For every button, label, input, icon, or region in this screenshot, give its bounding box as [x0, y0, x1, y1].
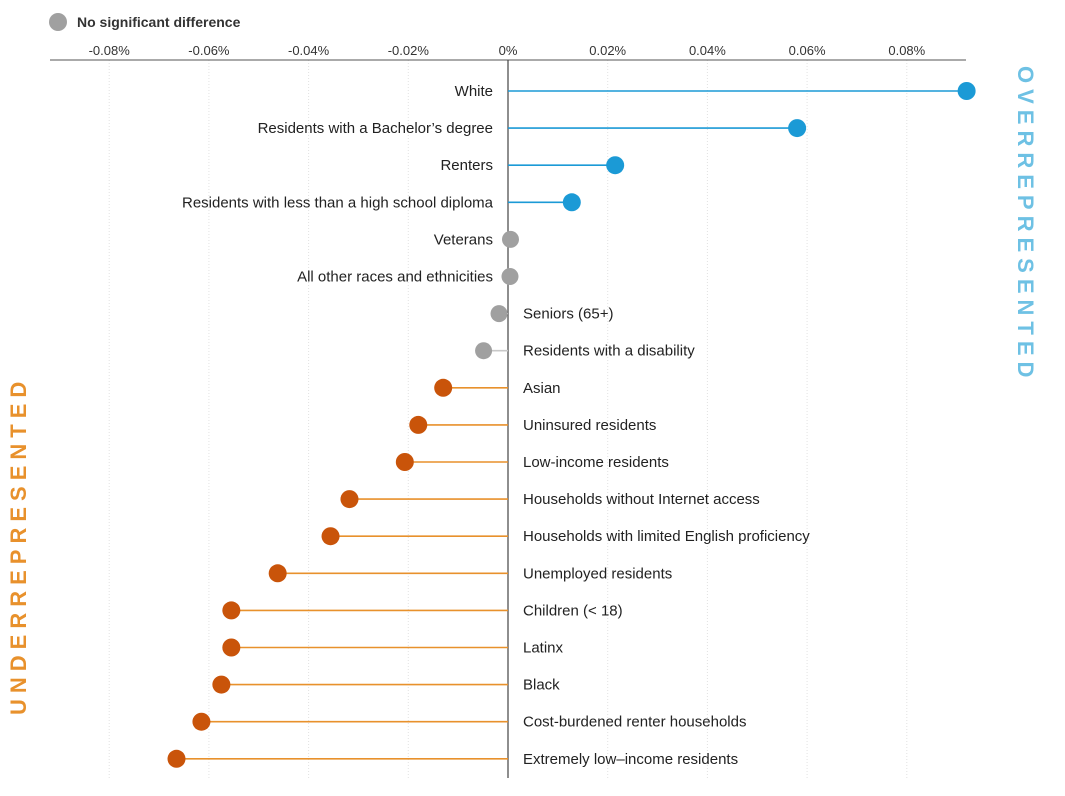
overrepresented-label: OVERREPRESENTED — [1013, 66, 1038, 383]
point-0 — [957, 82, 976, 100]
category-label-18: Extremely low–income residents — [523, 751, 738, 768]
category-label-4: Veterans — [434, 231, 493, 248]
category-label-8: Asian — [523, 380, 561, 397]
x-tick-label: -0.06% — [188, 43, 230, 58]
category-label-16: Black — [523, 677, 560, 694]
point-14 — [222, 601, 241, 620]
point-13 — [268, 564, 287, 583]
point-7 — [475, 342, 493, 360]
category-label-14: Children (< 18) — [523, 602, 623, 619]
x-tick-label: -0.04% — [288, 43, 330, 58]
point-15 — [222, 638, 241, 657]
category-label-12: Households with limited English proficie… — [523, 528, 810, 545]
x-tick-labels: -0.08% -0.06% -0.04% -0.02% 0% 0.02% 0.04% 0.06… — [89, 43, 926, 58]
category-label-0: White — [455, 83, 493, 100]
point-10 — [395, 453, 414, 471]
point-6 — [490, 305, 508, 323]
point-5 — [501, 268, 519, 285]
point-11 — [340, 490, 359, 509]
point-12 — [321, 527, 340, 546]
point-17 — [192, 712, 211, 731]
category-label-11: Households without Internet access — [523, 491, 760, 508]
x-tick-label: 0.04% — [689, 43, 726, 58]
x-tick-label: -0.08% — [89, 43, 131, 58]
category-label-15: Latinx — [523, 640, 564, 657]
underrepresented-label: UNDERREPRESENTED — [6, 376, 31, 715]
point-9 — [409, 415, 428, 434]
x-tick-label: 0.02% — [589, 43, 626, 58]
point-4 — [501, 230, 519, 248]
axes — [50, 59, 966, 778]
x-tick-label: -0.02% — [388, 43, 430, 58]
point-3 — [562, 193, 581, 212]
category-label-6: Seniors (65+) — [523, 306, 613, 323]
category-label-9: Uninsured residents — [523, 417, 656, 434]
data-marks: White Residents with a Bachelor’s degree R… — [167, 82, 976, 768]
x-tick-label: 0% — [499, 43, 518, 58]
point-16 — [212, 675, 231, 694]
point-1 — [788, 119, 807, 138]
category-label-17: Cost-burdened renter households — [523, 714, 746, 731]
x-tick-label: 0.06% — [789, 43, 826, 58]
x-tick-label: 0.08% — [888, 43, 925, 58]
legend: No significant difference — [49, 13, 241, 31]
category-label-2: Renters — [440, 157, 493, 174]
category-label-1: Residents with a Bachelor’s degree — [258, 120, 493, 137]
point-18 — [167, 749, 186, 768]
point-2 — [606, 156, 625, 175]
legend-label: No significant difference — [77, 14, 241, 30]
category-label-5: All other races and ethnicities — [297, 269, 493, 286]
category-label-7: Residents with a disability — [523, 343, 695, 360]
point-8 — [434, 378, 453, 397]
category-label-10: Low-income residents — [523, 454, 669, 471]
category-label-3: Residents with less than a high school d… — [182, 194, 494, 211]
category-label-13: Unemployed residents — [523, 565, 672, 582]
legend-marker — [49, 13, 67, 31]
